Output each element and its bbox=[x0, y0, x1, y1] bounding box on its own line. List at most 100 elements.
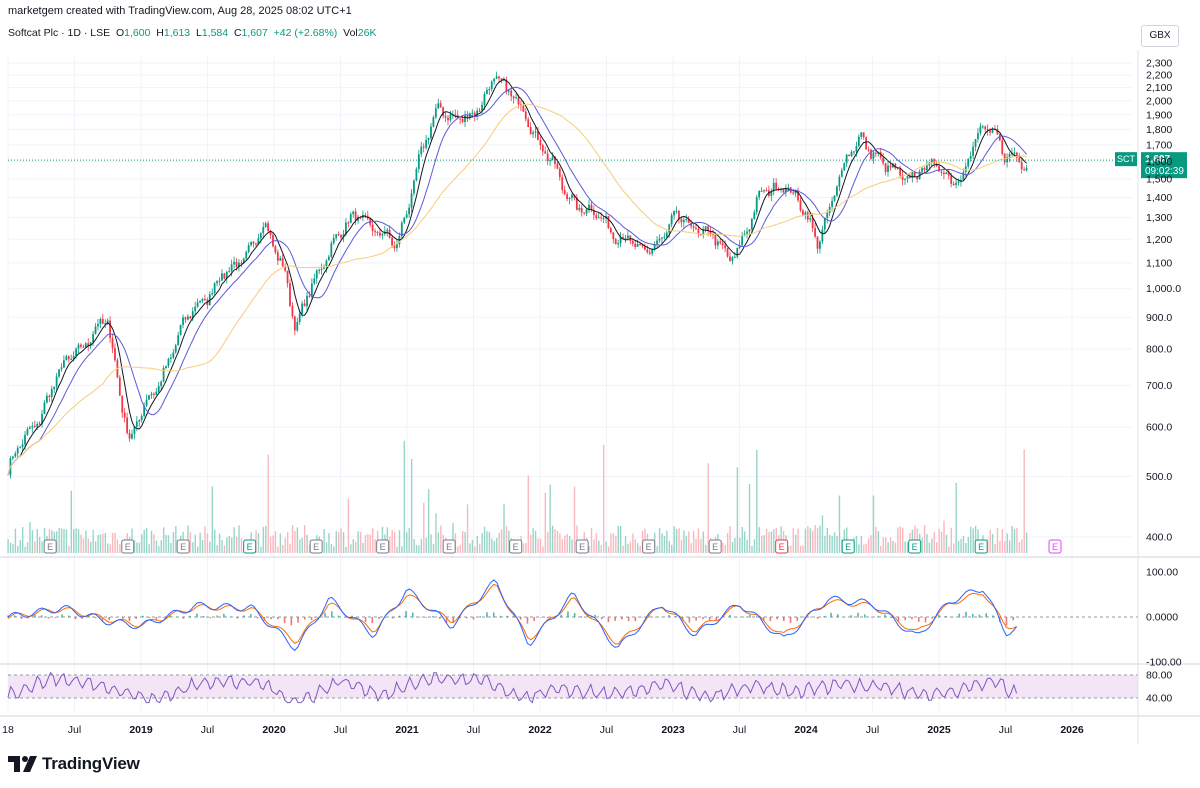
volume-bar bbox=[953, 543, 955, 553]
volume-bar bbox=[364, 534, 367, 553]
candle-body bbox=[306, 295, 308, 307]
macd-histogram-bar bbox=[944, 616, 947, 618]
macd-histogram-bar bbox=[256, 617, 259, 619]
macd-signal-line bbox=[7, 583, 1017, 645]
candle-body bbox=[296, 321, 299, 331]
volume-bar bbox=[505, 525, 508, 553]
candle-body bbox=[269, 231, 272, 236]
candle-body bbox=[131, 433, 133, 439]
volume-bar bbox=[80, 534, 82, 553]
change-value: +42 (+2.68%) bbox=[273, 27, 338, 39]
currency-button[interactable]: GBX bbox=[1141, 25, 1179, 47]
volume-bar bbox=[459, 545, 461, 553]
candle-body bbox=[556, 164, 559, 169]
volume-bar bbox=[522, 543, 525, 553]
macd-histogram-bar bbox=[297, 617, 299, 623]
volume-bar bbox=[199, 532, 201, 553]
volume-bar bbox=[588, 546, 590, 553]
macd-histogram-bar bbox=[938, 614, 940, 618]
volume-bar bbox=[923, 525, 926, 553]
macd-histogram-bar bbox=[837, 614, 839, 618]
macd-histogram-bar bbox=[202, 615, 205, 618]
volume-bar bbox=[209, 541, 211, 553]
volume-bar bbox=[812, 530, 814, 553]
symbol-description[interactable]: Softcat Plc · 1D · LSE bbox=[8, 27, 111, 39]
candle-body bbox=[118, 377, 121, 396]
volume-bar bbox=[233, 527, 235, 553]
volume-bar bbox=[792, 528, 794, 553]
volume-bar bbox=[933, 531, 935, 553]
volume-bar bbox=[559, 533, 561, 553]
volume-bar bbox=[940, 531, 943, 553]
volume-bar bbox=[532, 528, 534, 553]
volume-bar bbox=[14, 528, 17, 553]
volume-bar bbox=[931, 538, 933, 553]
candle-body bbox=[1013, 152, 1016, 154]
candle-body bbox=[996, 128, 999, 135]
candle-body bbox=[546, 153, 549, 161]
chart-grid bbox=[7, 55, 1132, 712]
earnings-marker bbox=[775, 539, 789, 554]
candle-body bbox=[960, 179, 962, 182]
macd-histogram-bar bbox=[20, 617, 23, 619]
candle-body bbox=[327, 256, 330, 261]
candle-body bbox=[1015, 152, 1018, 158]
macd-histogram-bar bbox=[560, 614, 563, 618]
volume-bar bbox=[544, 492, 547, 553]
tradingview-logo[interactable]: TradingView bbox=[8, 753, 140, 775]
volume-bar bbox=[338, 532, 340, 553]
chart-credit: marketgem created with TradingView.com, … bbox=[8, 5, 352, 17]
candle-body bbox=[223, 273, 226, 279]
candle-body bbox=[906, 176, 909, 179]
volume-bar bbox=[707, 463, 709, 553]
candle-body bbox=[111, 338, 114, 349]
macd-histogram-bar bbox=[715, 617, 718, 621]
volume-bar bbox=[340, 528, 342, 553]
candle-body bbox=[230, 264, 233, 272]
volume-bar bbox=[357, 531, 359, 553]
candle-body bbox=[551, 156, 554, 161]
macd-histogram-bar bbox=[121, 617, 124, 619]
macd-histogram-bar bbox=[499, 615, 502, 618]
earnings-marker-label: E bbox=[978, 542, 984, 552]
volume-bar bbox=[107, 543, 109, 553]
volume-bar bbox=[882, 537, 884, 553]
macd-histogram-bar bbox=[594, 614, 596, 618]
volume-bar bbox=[527, 475, 530, 553]
volume-bar bbox=[826, 527, 829, 553]
candle-body bbox=[984, 126, 987, 130]
volume-bar bbox=[743, 531, 746, 553]
volume-bar bbox=[435, 513, 437, 553]
volume-value: 26K bbox=[357, 27, 377, 39]
volume-bar bbox=[333, 546, 335, 553]
macd-histogram-bar bbox=[358, 617, 360, 618]
candle-body bbox=[690, 223, 692, 227]
volume-bar bbox=[17, 546, 19, 553]
volume-bar bbox=[821, 515, 824, 553]
volume-bar bbox=[352, 539, 354, 553]
candle-body bbox=[342, 234, 345, 238]
candle-body bbox=[862, 132, 865, 138]
volume-bar bbox=[887, 542, 889, 553]
volume-bar bbox=[464, 532, 466, 553]
volume-bar bbox=[957, 541, 960, 553]
volume-bar bbox=[739, 537, 741, 553]
volume-bar bbox=[415, 545, 418, 553]
macd-histogram-bar bbox=[958, 613, 961, 618]
candle-body bbox=[590, 204, 593, 210]
open-label: O bbox=[115, 27, 125, 39]
candle-body bbox=[221, 273, 223, 281]
volume-bar bbox=[427, 489, 430, 553]
candle-body bbox=[94, 326, 97, 335]
volume-bar bbox=[610, 533, 612, 553]
candle-body bbox=[143, 405, 146, 417]
candle-body bbox=[262, 226, 265, 234]
candle-body bbox=[77, 344, 80, 349]
volume-bar bbox=[508, 530, 510, 553]
candle-body bbox=[663, 236, 666, 238]
candle-body bbox=[75, 348, 77, 357]
macd-histogram-bar bbox=[472, 617, 475, 620]
candle-body bbox=[617, 243, 620, 245]
candle-body bbox=[106, 320, 109, 324]
